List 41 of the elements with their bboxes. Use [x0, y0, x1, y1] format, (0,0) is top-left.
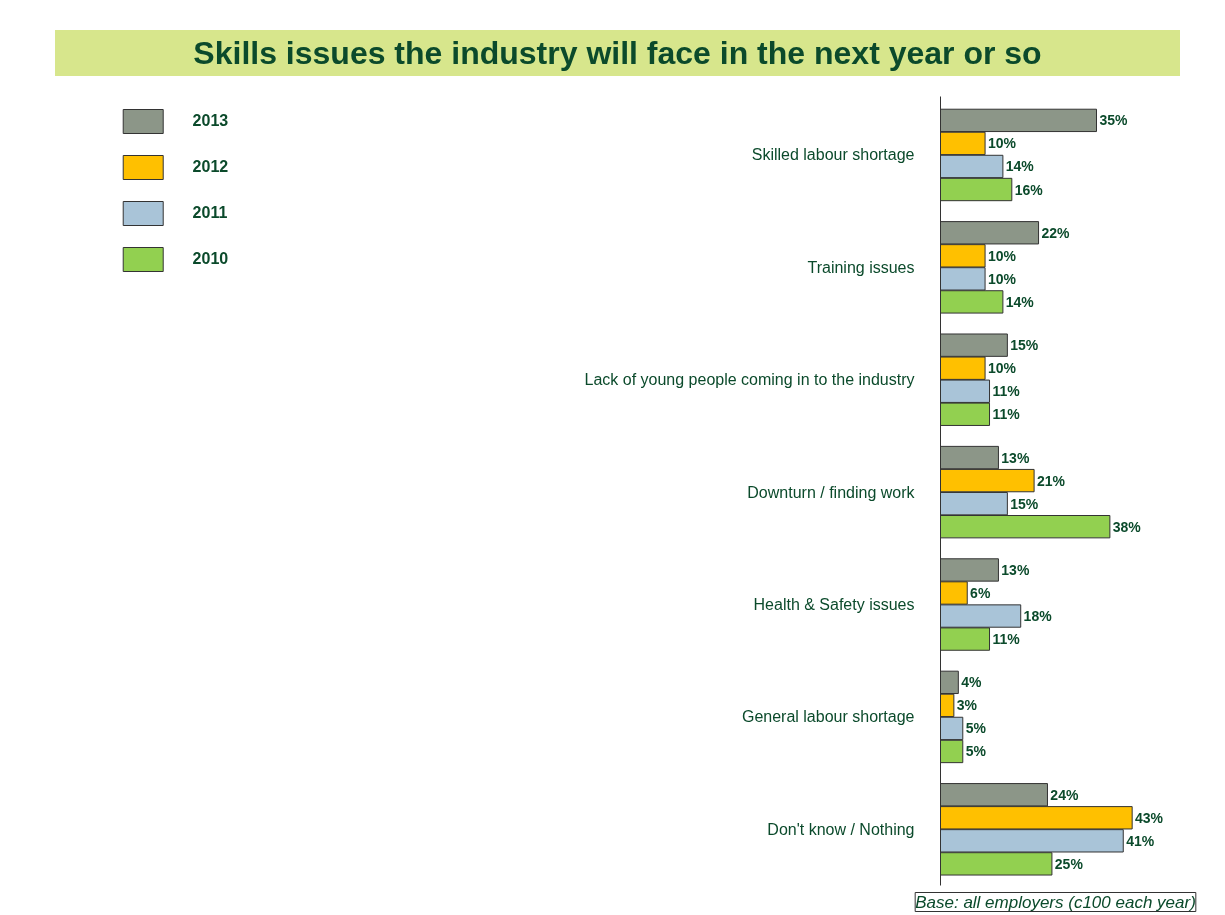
- legend-label: 2011: [192, 204, 228, 222]
- text: Base: all employers (c100 each year): [915, 892, 1196, 912]
- data-label: 11%: [992, 406, 1021, 423]
- data-label: 10%: [987, 360, 1017, 377]
- data-label: 16%: [1014, 181, 1044, 198]
- data-label: 10%: [987, 270, 1017, 287]
- data-label: 10%: [987, 247, 1017, 264]
- y-tick-label: Health & Safety issues: [753, 596, 915, 614]
- data-label: 5%: [965, 720, 987, 737]
- data-label: 14%: [1005, 293, 1035, 310]
- data-label: 11%: [992, 631, 1021, 648]
- data-label: 3%: [956, 697, 978, 714]
- y-tick-label: Don't know / Nothing: [767, 820, 915, 838]
- data-label: 24%: [1050, 786, 1079, 803]
- y-tick-label: Training issues: [807, 258, 915, 276]
- text: Skills issues the industry will face in the next year or so: [193, 34, 1042, 73]
- data-label: 21%: [1036, 472, 1066, 489]
- data-label: 15%: [1010, 337, 1039, 354]
- y-tick-label: Downturn / finding work: [747, 483, 916, 501]
- data-label: 13%: [1001, 449, 1030, 466]
- legend-label: 2012: [192, 158, 229, 176]
- data-label: 4%: [961, 674, 982, 691]
- data-label: 15%: [1010, 495, 1039, 512]
- legend-label: 2010: [192, 250, 229, 268]
- data-label: 18%: [1023, 608, 1053, 625]
- data-label: 41%: [1126, 832, 1155, 849]
- data-label: 11%: [992, 383, 1021, 400]
- data-label: 25%: [1054, 855, 1084, 872]
- data-label: 13%: [1001, 561, 1030, 578]
- data-label: 22%: [1041, 224, 1071, 241]
- legend-label: 2013: [192, 112, 229, 130]
- data-label: 14%: [1005, 158, 1035, 175]
- data-label: 10%: [987, 135, 1017, 152]
- data-label: 5%: [965, 743, 987, 760]
- y-tick-label: Lack of young people coming in to the industry: [584, 371, 915, 389]
- data-label: 35%: [1099, 112, 1128, 129]
- data-label: 38%: [1112, 518, 1142, 535]
- y-tick-label: Skilled labour shortage: [751, 146, 915, 164]
- data-label: 43%: [1135, 809, 1164, 826]
- data-label: 6%: [970, 585, 991, 601]
- y-tick-label: General labour shortage: [741, 708, 915, 726]
